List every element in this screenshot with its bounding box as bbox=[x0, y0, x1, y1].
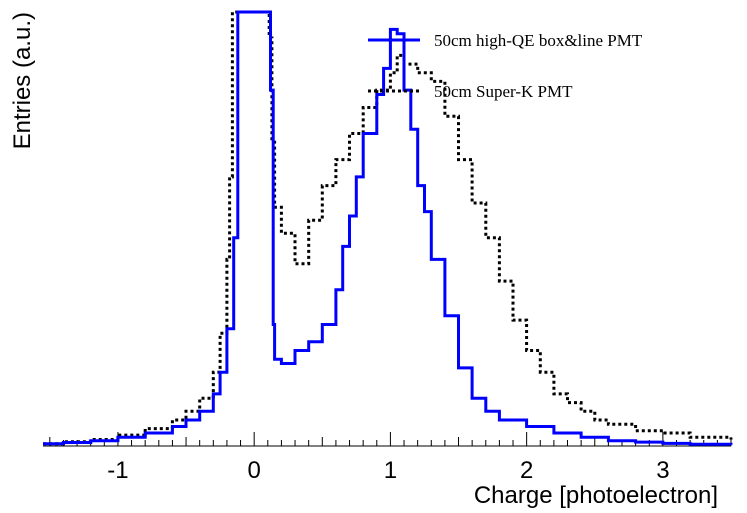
x-axis-ticks bbox=[49, 432, 732, 446]
series-high-qe-line bbox=[43, 10, 733, 446]
x-tick-label: 0 bbox=[247, 457, 260, 484]
legend: 50cm high-QE box&line PMT 50cm Super-K P… bbox=[368, 31, 643, 101]
series-layer bbox=[43, 10, 733, 446]
legend-label-super-k: 50cm Super-K PMT bbox=[434, 82, 573, 101]
x-tick-label: 3 bbox=[656, 457, 669, 484]
legend-label-high-qe: 50cm high-QE box&line PMT bbox=[434, 31, 643, 50]
x-axis-tick-labels: -1 0 1 2 3 bbox=[107, 457, 669, 484]
x-tick-label: 2 bbox=[520, 457, 533, 484]
x-tick-label: 1 bbox=[384, 457, 397, 484]
x-tick-label: -1 bbox=[107, 457, 128, 484]
x-axis-label: Charge [photoelectron] bbox=[474, 482, 718, 509]
series-super-k-line bbox=[43, 10, 733, 446]
y-axis-label: Entries (a.u.) bbox=[9, 12, 36, 149]
